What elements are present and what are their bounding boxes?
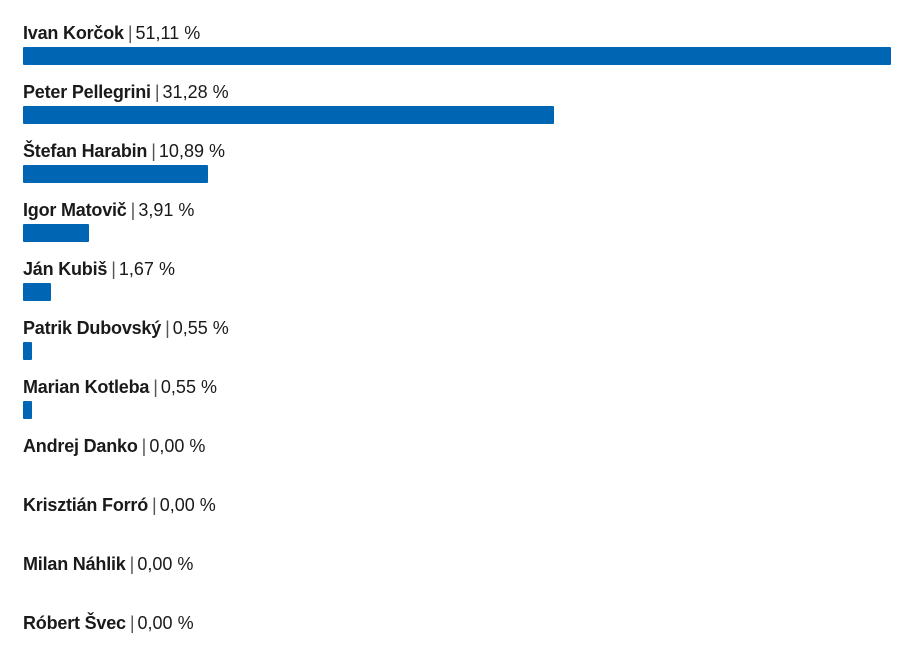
data-label: 0,55 % [160, 377, 217, 397]
bar-label: Ján Kubiš | 1,67 % [23, 258, 175, 280]
bar-label: Igor Matovič | 3,91 % [23, 199, 194, 221]
label-separator: | [141, 436, 147, 456]
data-label: 0,00 % [137, 554, 194, 574]
data-label: 31,28 % [162, 82, 229, 102]
bar [23, 401, 32, 419]
data-label: 0,55 % [172, 318, 229, 338]
candidate-name: Ivan Korčok [23, 23, 124, 43]
label-separator: | [129, 613, 135, 633]
chart-row: Róbert Švec | 0,00 % [23, 590, 891, 649]
label-separator: | [151, 141, 156, 161]
bar-label: Marian Kotleba | 0,55 % [23, 376, 217, 398]
label-separator: | [111, 259, 116, 279]
chart-row: Marian Kotleba | 0,55 % [23, 354, 891, 419]
data-label: 10,89 % [158, 141, 225, 161]
bar [23, 106, 554, 124]
label-separator: | [127, 23, 133, 43]
label-separator: | [130, 200, 136, 220]
bar [23, 224, 89, 242]
chart-row: Peter Pellegrini | 31,28 % [23, 59, 891, 124]
candidate-name: Róbert Švec [23, 613, 126, 633]
candidate-name: Milan Náhlik [23, 554, 126, 574]
bar-label: Štefan Harabin | 10,89 % [23, 140, 225, 162]
label-separator: | [154, 82, 160, 102]
data-label: 0,00 % [159, 495, 216, 515]
chart-row: Ján Kubiš | 1,67 % [23, 236, 891, 301]
chart-row: Štefan Harabin | 10,89 % [23, 118, 891, 183]
label-separator: | [152, 495, 157, 515]
bar [23, 342, 32, 360]
chart-row: Patrik Dubovský | 0,55 % [23, 295, 891, 360]
chart-row: Ivan Korčok | 51,11 % [23, 0, 891, 65]
data-label: 0,00 % [149, 436, 206, 456]
chart-row: Krisztián Forró | 0,00 % [23, 472, 891, 531]
candidate-name: Andrej Danko [23, 436, 138, 456]
bar-label: Krisztián Forró | 0,00 % [23, 494, 216, 516]
bar-label: Milan Náhlik | 0,00 % [23, 553, 193, 575]
data-label: 0,00 % [137, 613, 194, 633]
candidate-name: Peter Pellegrini [23, 82, 151, 102]
bar [23, 283, 51, 301]
bar-label: Ivan Korčok | 51,11 % [23, 22, 200, 44]
candidate-name: Marian Kotleba [23, 377, 150, 397]
data-label: 3,91 % [138, 200, 195, 220]
candidate-name: Ján Kubiš [23, 259, 108, 279]
label-separator: | [165, 318, 170, 338]
chart-row: Milan Náhlik | 0,00 % [23, 531, 891, 590]
label-separator: | [129, 554, 135, 574]
bar-label: Andrej Danko | 0,00 % [23, 435, 205, 457]
bar-label: Patrik Dubovský | 0,55 % [23, 317, 229, 339]
chart-row: Andrej Danko | 0,00 % [23, 413, 891, 472]
candidate-name: Štefan Harabin [23, 141, 148, 161]
label-separator: | [153, 377, 158, 397]
bar-label: Peter Pellegrini | 31,28 % [23, 81, 229, 103]
bar-label: Róbert Švec | 0,00 % [23, 612, 194, 634]
data-label: 1,67 % [118, 259, 175, 279]
candidate-name: Igor Matovič [23, 200, 127, 220]
chart-row: Igor Matovič | 3,91 % [23, 177, 891, 242]
candidate-name: Patrik Dubovský [23, 318, 162, 338]
bar [23, 47, 891, 65]
bar [23, 165, 208, 183]
candidate-name: Krisztián Forró [23, 495, 149, 515]
data-label: 51,11 % [135, 23, 201, 43]
